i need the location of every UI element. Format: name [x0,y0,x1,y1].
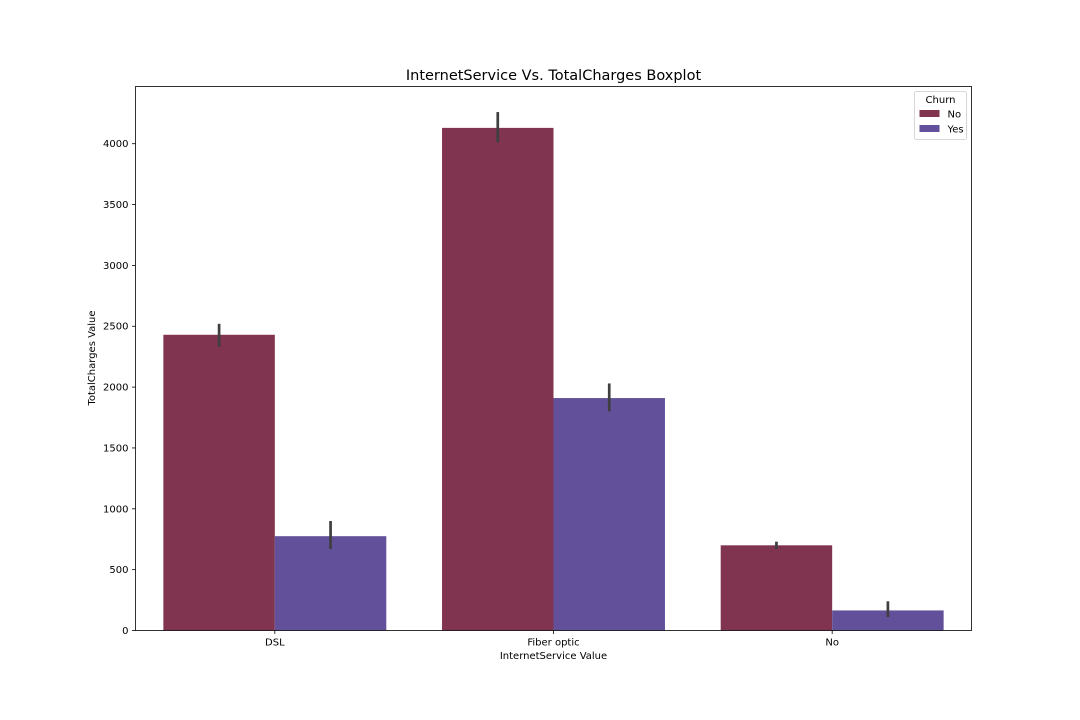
legend-title: Churn [926,95,956,106]
bar-yes-fiber-optic [553,398,665,631]
bar-yes-dsl [274,536,387,631]
legend-entries: No Yes [919,110,964,136]
y-tick-label: 2500 [103,322,128,333]
legend-label-yes: Yes [947,125,964,136]
chart-title: InternetService Vs. TotalCharges Boxplot [406,68,702,84]
legend: Churn No Yes [914,91,967,140]
bar-yes-no [832,610,944,631]
y-tick-label: 4000 [103,139,128,150]
x-tick-label: No [825,638,839,649]
errorbars-layer [217,112,890,618]
y-axis-label: TotalCharges Value [87,310,98,406]
y-tick-label: 1000 [103,504,128,515]
bars-layer [163,127,944,631]
legend-label-no: No [948,110,962,121]
y-tick-label: 3500 [103,200,128,211]
bar-no-dsl [163,334,275,631]
y-tick-label: 3000 [103,261,128,272]
y-tick-label: 1500 [103,443,128,454]
x-axis-label: InternetService Value [500,651,607,662]
bar-no-fiber-optic [442,127,554,631]
legend-swatch-no [919,110,940,117]
x-tick-label: DSL [265,638,285,649]
y-tick-label: 2000 [103,383,128,394]
legend-swatch-yes [919,125,940,132]
y-axis: 0 500 1000 1500 2000 2500 3000 3500 4000 [103,139,136,637]
x-tick-label: Fiber optic [527,638,579,649]
bar-no-no [720,545,833,631]
y-tick-label: 0 [122,626,128,637]
y-tick-label: 500 [109,565,128,576]
x-axis: DSL Fiber optic No [265,630,839,649]
